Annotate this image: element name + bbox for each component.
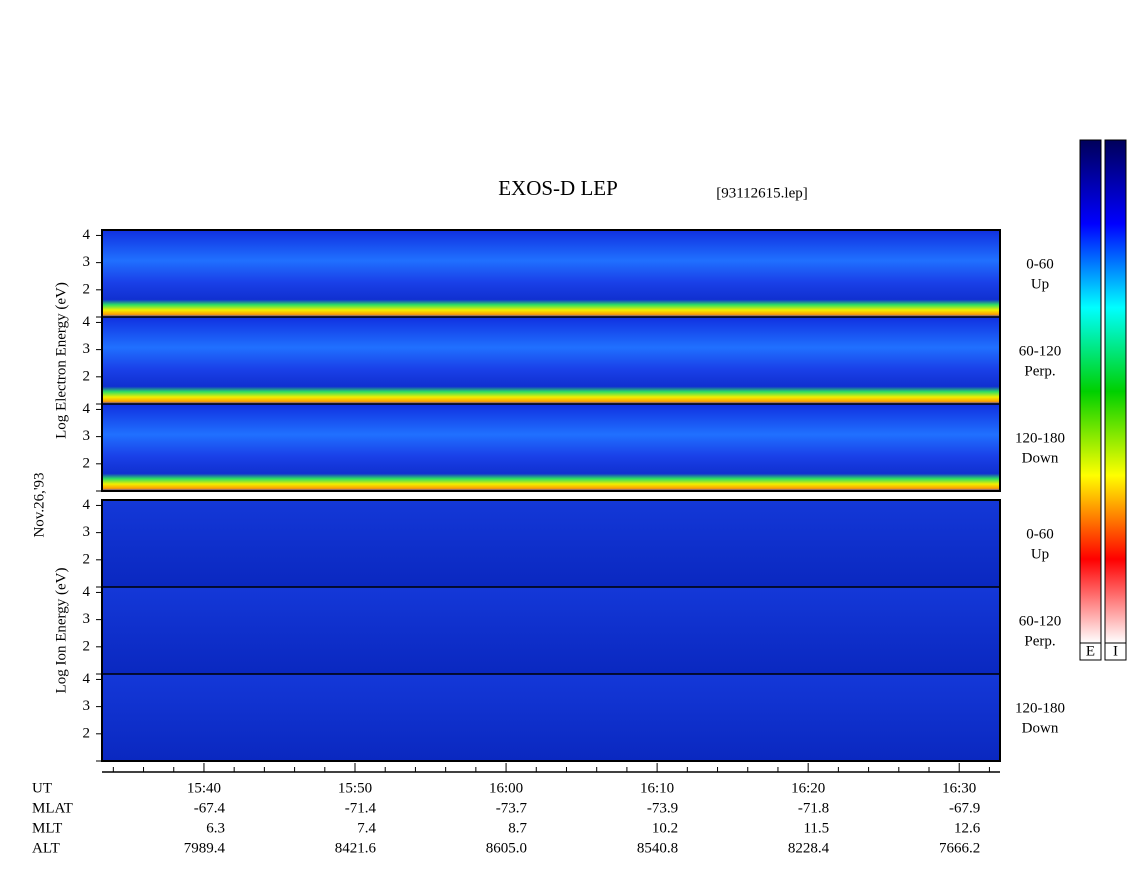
colorbar-label-box xyxy=(1104,642,1127,661)
y-tick-label: 3 xyxy=(83,254,91,270)
y-tick-label: 3 xyxy=(83,698,91,714)
y-tick-label: 4 xyxy=(83,497,91,513)
spectrogram-panel xyxy=(102,404,1000,491)
ephemeris-value: -71.8 xyxy=(798,800,829,816)
spectrogram-panel xyxy=(102,317,1000,404)
y-tick-label: 4 xyxy=(83,227,91,243)
ephemeris-value: 6.3 xyxy=(206,820,225,836)
y-tick-label: 3 xyxy=(83,341,91,357)
colorbar xyxy=(1104,139,1127,644)
spectrogram-panel xyxy=(102,587,1000,674)
ephemeris-value: -71.4 xyxy=(345,800,377,816)
y-tick-label: 2 xyxy=(83,281,91,297)
panel-label: 60-120 xyxy=(1019,343,1062,359)
x-label: UT xyxy=(32,780,52,796)
colorbar xyxy=(1079,139,1102,644)
colorbar-label: I xyxy=(1113,643,1118,659)
y-tick-label: 3 xyxy=(83,611,91,627)
panel-frame xyxy=(101,229,1001,492)
y-tick-label: 2 xyxy=(83,455,91,471)
y-tick-label: 2 xyxy=(83,551,91,567)
ephemeris-value: -73.9 xyxy=(647,800,678,816)
ephemeris-value: 8421.6 xyxy=(335,840,377,856)
ephemeris-name: MLT xyxy=(32,820,62,836)
panel-sublabel: Perp. xyxy=(1024,633,1055,649)
x-tick-label: 15:50 xyxy=(338,780,372,796)
y-tick-label: 2 xyxy=(83,638,91,654)
y-tick-label: 4 xyxy=(83,584,91,600)
spectrogram-panel xyxy=(102,674,1000,761)
panel-sublabel: Up xyxy=(1031,276,1049,292)
y-tick-label: 4 xyxy=(83,314,91,330)
panel-sublabel: Perp. xyxy=(1024,363,1055,379)
panel-label: 120-180 xyxy=(1015,430,1065,446)
chart-title: EXOS-D LEP xyxy=(498,176,618,200)
y-tick-label: 2 xyxy=(83,725,91,741)
ephemeris-name: ALT xyxy=(32,840,60,856)
panel-sublabel: Down xyxy=(1022,450,1059,466)
x-tick-label: 16:20 xyxy=(791,780,825,796)
colorbar-label-box xyxy=(1079,642,1102,661)
spectrogram-panel xyxy=(102,230,1000,317)
y-tick-label: 3 xyxy=(83,524,91,540)
ephemeris-value: -67.4 xyxy=(194,800,226,816)
ephemeris-value: 8540.8 xyxy=(637,840,678,856)
ephemeris-value: -73.7 xyxy=(496,800,528,816)
y-axis-label: Log Ion Energy (eV) xyxy=(53,568,69,694)
ephemeris-value: 8.7 xyxy=(508,820,527,836)
x-tick-label: 16:10 xyxy=(640,780,674,796)
y-tick-label: 2 xyxy=(83,368,91,384)
ephemeris-value: 7.4 xyxy=(357,820,376,836)
ephemeris-value: -67.9 xyxy=(949,800,980,816)
ephemeris-value: 8228.4 xyxy=(788,840,830,856)
panel-sublabel: Down xyxy=(1022,720,1059,736)
x-tick-label: 15:40 xyxy=(187,780,221,796)
date-label: Nov.26,'93 xyxy=(31,472,47,537)
ephemeris-value: 10.2 xyxy=(652,820,678,836)
ephemeris-value: 11.5 xyxy=(803,820,829,836)
panel-label: 0-60 xyxy=(1026,256,1054,272)
y-tick-label: 4 xyxy=(83,671,91,687)
file-name: [93112615.lep] xyxy=(716,185,808,201)
spectrogram-panel xyxy=(102,500,1000,587)
ephemeris-value: 7666.2 xyxy=(939,840,980,856)
ephemeris-value: 7989.4 xyxy=(184,840,226,856)
panel-label: 120-180 xyxy=(1015,700,1065,716)
x-tick-label: 16:00 xyxy=(489,780,523,796)
ephemeris-value: 8605.0 xyxy=(486,840,527,856)
panel-label: 60-120 xyxy=(1019,613,1062,629)
panel-label: 0-60 xyxy=(1026,526,1054,542)
y-axis-label: Log Electron Energy (eV) xyxy=(53,282,69,439)
ephemeris-name: MLAT xyxy=(32,800,73,816)
panel-frame xyxy=(101,499,1001,762)
x-tick-label: 16:30 xyxy=(942,780,976,796)
panel-sublabel: Up xyxy=(1031,546,1049,562)
ephemeris-value: 12.6 xyxy=(954,820,981,836)
y-tick-label: 4 xyxy=(83,401,91,417)
colorbar-label: E xyxy=(1086,643,1095,659)
y-tick-label: 3 xyxy=(83,428,91,444)
